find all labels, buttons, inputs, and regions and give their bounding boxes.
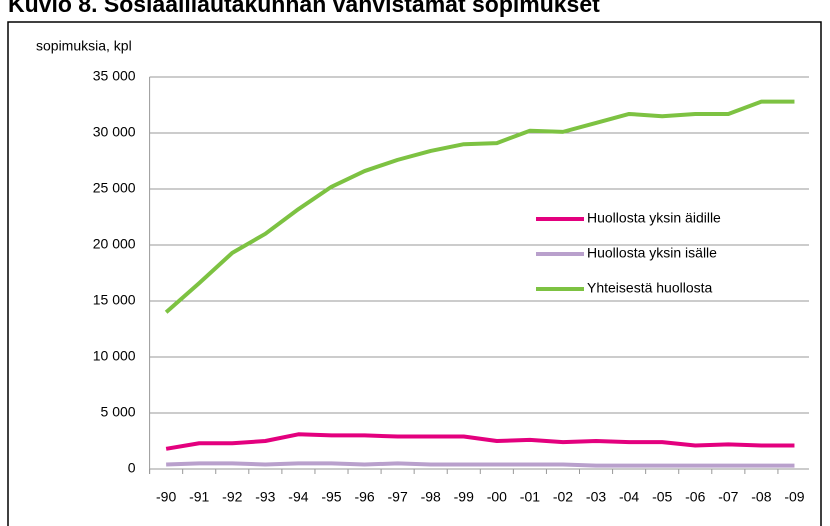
line-series [165,432,795,451]
x-tick-label: -01 [520,489,540,505]
x-tick-label: -08 [751,489,771,505]
legend-label: Huollosta yksin äidille [587,210,721,226]
x-tick-label: -92 [222,489,242,505]
line-series [164,99,795,314]
x-tick-label: -96 [354,489,374,505]
frame [7,21,822,526]
x-tick-label: -98 [421,489,441,505]
chart-title: Kuvio 8. Sosiaalilautakunnan vahvistamat… [8,0,600,17]
y-tick-label: 35 000 [93,68,136,84]
x-tick-label: -07 [718,489,738,505]
x-tick-label: -00 [487,489,507,505]
x-tick-label: -03 [586,489,606,505]
y-tick-label: 30 000 [93,124,136,140]
legend-label: Huollosta yksin isälle [587,245,717,261]
x-tick-label: -05 [652,489,672,505]
y-tick-label: 15 000 [93,292,136,308]
y-tick-label: 0 [128,460,136,476]
x-tick-label: -97 [388,489,408,505]
y-tick-label: 5 000 [101,404,136,420]
x-tick-label: -93 [255,489,275,505]
x-tick-label: -90 [156,489,176,505]
x-tick-label: -06 [685,489,705,505]
x-tick-label: -94 [288,489,308,505]
line-series [166,461,795,468]
y-tick-label: 25 000 [93,180,136,196]
x-tick-label: -04 [619,489,639,505]
x-tick-label: -99 [454,489,474,505]
legend-label: Yhteisestä huollosta [587,280,713,296]
x-tick-label: -02 [553,489,573,505]
x-tick-label: -95 [321,489,341,505]
y-tick-label: 10 000 [93,348,136,364]
y-tick-label: 20 000 [93,236,136,252]
x-tick-label: -91 [189,489,209,505]
y-axis-label: sopimuksia, kpl [36,38,132,54]
x-tick-label: -09 [784,489,804,505]
